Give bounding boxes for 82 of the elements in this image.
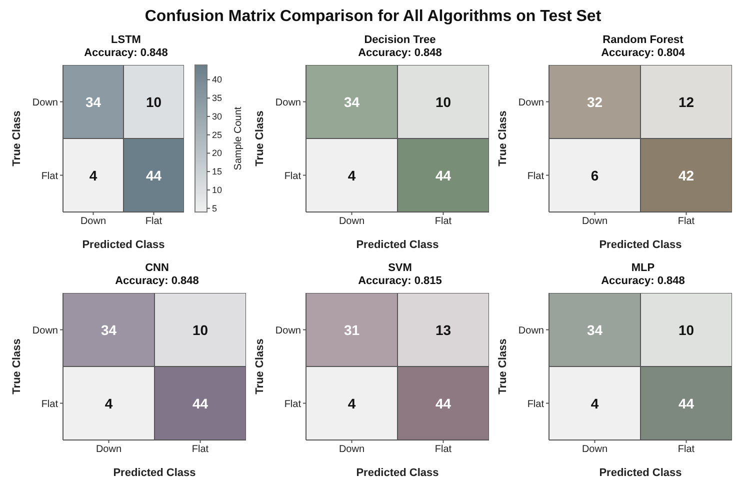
chart-title: MLP <box>630 262 656 275</box>
y-axis-title: True Class <box>10 338 23 394</box>
x-axis-title: Predicted Class <box>82 239 165 251</box>
text: Confusion Matrix Comparison for All Algorithms on Test Set <box>144 8 602 26</box>
y-tick-label: Flat <box>41 398 58 410</box>
color-bar-label: 35 <box>212 93 222 104</box>
data-label: 4 <box>348 395 356 412</box>
x-tick-label: Down <box>338 444 365 456</box>
data-label: 34 <box>586 322 603 338</box>
color-bar-label: 15 <box>212 166 222 177</box>
y-tick-label: Flat <box>41 170 58 182</box>
x-axis-title: Predicted Class <box>356 239 439 251</box>
chart-subtitle: Accuracy: 0.848 <box>114 275 200 288</box>
data-label: 4 <box>590 395 599 412</box>
data-label: 10 <box>678 322 694 338</box>
chart-subtitle: Accuracy: 0.815 <box>357 275 443 288</box>
x-axis-title: Predicted Class <box>356 467 439 479</box>
y-tick-label: Down <box>275 325 301 336</box>
chart-subtitle: Accuracy: 0.804 <box>600 47 686 60</box>
data-label: 42 <box>678 167 694 184</box>
chart-title: SVM <box>387 262 413 275</box>
chart-subtitle: Accuracy: 0.848 <box>600 275 686 288</box>
data-label: 34 <box>344 94 360 110</box>
y-axis-title: True Class <box>254 110 266 166</box>
data-label: 13 <box>435 322 452 338</box>
data-label: 44 <box>192 395 208 412</box>
data-label: 4 <box>104 395 113 412</box>
x-tick-label: Flat <box>678 444 695 456</box>
data-label: 44 <box>435 167 452 184</box>
x-tick-label: Flat <box>434 216 452 228</box>
chart-subtitle: Accuracy: 0.848 <box>357 47 443 60</box>
data-label: 10 <box>435 94 452 110</box>
color-bar-label: 10 <box>212 184 222 195</box>
data-label: 44 <box>678 395 694 412</box>
color-bar-label: 40 <box>212 74 222 85</box>
x-axis-title: Predicted Class <box>599 467 682 479</box>
data-label: 10 <box>192 322 208 338</box>
x-tick-label: Flat <box>678 216 695 228</box>
x-tick-label: Down <box>80 216 106 228</box>
x-axis-title: Predicted Class <box>113 467 196 479</box>
chart-title: CNN <box>144 262 170 275</box>
color-bar-label: 25 <box>212 130 222 140</box>
chart-title: LSTM <box>110 34 142 47</box>
data-label: 6 <box>590 167 599 184</box>
x-tick-label: Down <box>96 444 122 456</box>
x-tick-label: Down <box>582 444 608 456</box>
y-tick-label: Down <box>32 97 58 108</box>
y-tick-label: Down <box>518 325 544 336</box>
x-tick-label: Flat <box>145 216 162 228</box>
x-tick-label: Flat <box>192 444 209 456</box>
x-tick-label: Flat <box>434 444 452 456</box>
color-bar-label: 30 <box>212 111 222 122</box>
chart-title: Decision Tree <box>363 34 437 47</box>
color-bar-label: 5 <box>212 203 218 214</box>
chart-subtitle: Accuracy: 0.848 <box>83 47 169 60</box>
data-label: 4 <box>89 167 98 184</box>
y-tick-label: Down <box>32 325 58 336</box>
chart-title: Random Forest <box>602 34 684 47</box>
y-axis-title: True Class <box>496 338 509 394</box>
data-label: 32 <box>586 94 603 110</box>
data-label: 44 <box>435 395 452 412</box>
x-tick-label: Down <box>582 216 608 228</box>
y-tick-label: Down <box>275 97 301 108</box>
y-tick-label: Flat <box>284 170 302 182</box>
x-axis-title: Predicted Class <box>599 239 682 251</box>
y-axis-title: True Class <box>254 338 266 394</box>
color-bar-title: Sample Count <box>233 106 244 170</box>
data-label: 34 <box>100 322 117 338</box>
data-label: 10 <box>146 94 162 110</box>
y-tick-label: Flat <box>284 398 302 410</box>
y-axis-title: True Class <box>10 110 23 166</box>
y-tick-label: Flat <box>527 398 544 410</box>
x-tick-label: Down <box>338 216 365 228</box>
y-tick-label: Flat <box>527 170 544 182</box>
data-label: 31 <box>344 322 360 338</box>
data-label: 12 <box>678 94 694 110</box>
data-label: 44 <box>146 167 162 184</box>
y-tick-label: Down <box>518 97 544 108</box>
data-label: 4 <box>348 167 356 184</box>
y-axis-title: True Class <box>496 110 509 166</box>
color-bar-label: 20 <box>212 148 222 158</box>
data-label: 34 <box>85 94 102 110</box>
